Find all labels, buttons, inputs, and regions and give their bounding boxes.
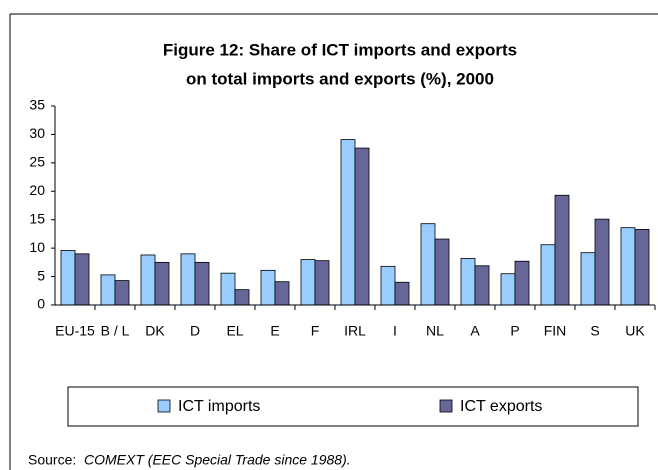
- y-tick-label: 30: [29, 125, 45, 141]
- bar: [354, 147, 370, 306]
- y-tick-label: 35: [29, 97, 45, 113]
- source-label: Source:: [28, 452, 76, 468]
- bar: [634, 228, 650, 306]
- bar: [60, 250, 76, 306]
- bar: [394, 281, 410, 306]
- bar: [100, 274, 116, 306]
- x-tick-label: UK: [625, 323, 645, 339]
- x-tick-label: F: [311, 323, 320, 339]
- bar: [180, 253, 196, 306]
- bar: [234, 289, 250, 306]
- bar: [194, 261, 210, 306]
- bar: [474, 265, 490, 306]
- bar: [300, 259, 316, 306]
- bar: [380, 265, 396, 306]
- bar: [314, 260, 330, 306]
- bar: [460, 257, 476, 306]
- bar: [154, 261, 170, 306]
- x-tick-label: P: [510, 323, 519, 339]
- x-tick-label: A: [470, 323, 480, 339]
- bar: [500, 273, 516, 306]
- bar: [540, 244, 556, 306]
- legend-swatch: [157, 399, 171, 413]
- chart-title: Figure 12: Share of ICT imports and expo…: [163, 40, 517, 59]
- x-tick-label: NL: [426, 323, 444, 339]
- y-tick-label: 25: [29, 154, 45, 170]
- bar: [514, 260, 530, 306]
- legend-box: [67, 386, 639, 427]
- bar: [220, 272, 236, 306]
- y-tick-label: 15: [29, 210, 45, 226]
- y-tick-label: 5: [37, 267, 45, 283]
- x-tick-label: FIN: [544, 323, 567, 339]
- y-tick-label: 20: [29, 182, 45, 198]
- legend-swatch: [439, 399, 453, 413]
- bar: [114, 280, 130, 306]
- bar: [620, 227, 636, 306]
- bar: [580, 252, 596, 306]
- y-tick-label: 10: [29, 239, 45, 255]
- bar: [434, 238, 450, 306]
- x-tick-label: E: [270, 323, 279, 339]
- bar: [594, 218, 610, 306]
- bar: [274, 281, 290, 306]
- x-tick-label: IRL: [344, 323, 366, 339]
- x-tick-label: EU-15: [55, 323, 95, 339]
- chart-subtitle: on total imports and exports (%), 2000: [186, 69, 494, 88]
- bar: [420, 223, 436, 306]
- x-tick-label: D: [190, 323, 200, 339]
- legend-label: ICT imports: [178, 398, 260, 415]
- bar: [340, 139, 356, 306]
- x-tick-label: EL: [226, 323, 243, 339]
- legend-label: ICT exports: [460, 398, 542, 415]
- source: COMEXT (EEC Special Trade since 1988).: [84, 452, 351, 468]
- bar: [74, 253, 90, 306]
- x-tick-label: B / L: [101, 323, 130, 339]
- bar: [554, 194, 570, 306]
- x-tick-label: S: [590, 323, 599, 339]
- bar: [260, 269, 276, 306]
- bar: [140, 254, 156, 306]
- x-tick-label: I: [393, 323, 397, 339]
- y-tick-label: 0: [37, 296, 45, 312]
- x-tick-label: DK: [145, 323, 165, 339]
